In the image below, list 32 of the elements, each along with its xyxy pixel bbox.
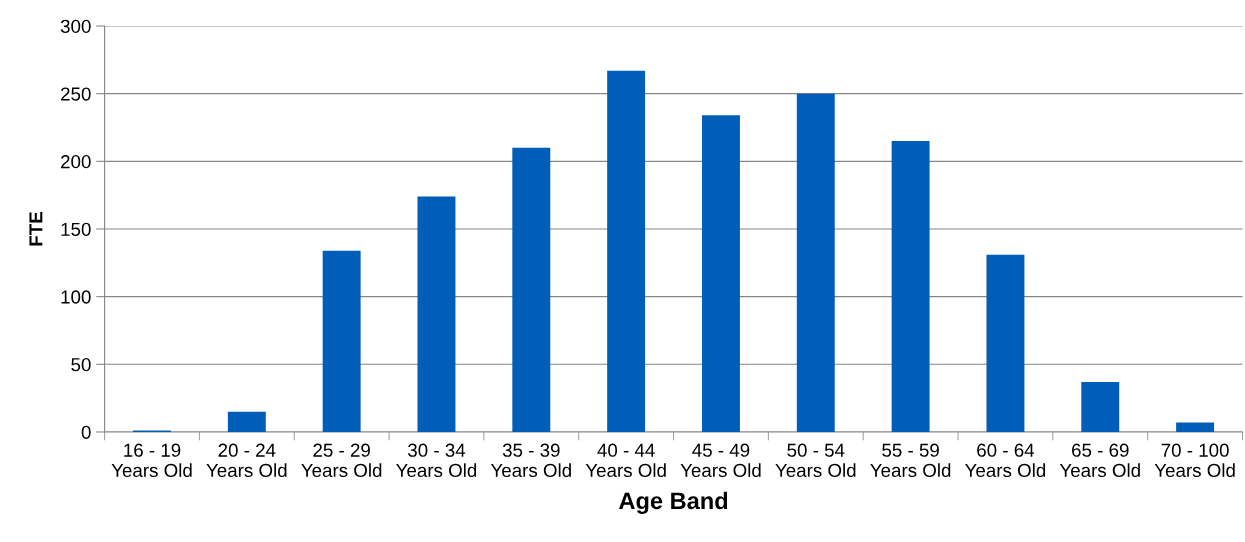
bar bbox=[227, 411, 266, 432]
bar bbox=[796, 93, 835, 432]
y-tick-label: 0 bbox=[81, 425, 91, 439]
x-tick-label: 45 - 49 Years Old bbox=[680, 443, 761, 478]
x-tick-label: 30 - 34 Years Old bbox=[396, 443, 477, 478]
bar bbox=[417, 196, 456, 432]
x-tick-label: 55 - 59 Years Old bbox=[870, 443, 951, 478]
bar bbox=[891, 141, 930, 432]
y-axis-title: FTE bbox=[29, 212, 43, 246]
bar bbox=[607, 70, 646, 432]
bar bbox=[1081, 381, 1120, 432]
bar bbox=[512, 147, 551, 432]
x-tick-label: 70 - 100 Years Old bbox=[1154, 443, 1235, 478]
x-tick-label: 16 - 19 Years Old bbox=[111, 443, 192, 478]
bar bbox=[986, 254, 1025, 432]
x-tick-label: 60 - 64 Years Old bbox=[965, 443, 1046, 478]
bar bbox=[322, 250, 361, 432]
x-tick-label: 50 - 54 Years Old bbox=[775, 443, 856, 478]
y-tick-label: 100 bbox=[61, 290, 91, 304]
x-tick-label: 35 - 39 Years Old bbox=[490, 443, 571, 478]
y-tick-label: 300 bbox=[60, 19, 91, 33]
x-axis-title: Age Band bbox=[619, 491, 728, 514]
y-tick-label: 150 bbox=[61, 222, 91, 236]
x-tick-label: 65 - 69 Years Old bbox=[1059, 443, 1140, 478]
x-tick-label: 20 - 24 Years Old bbox=[206, 443, 287, 478]
x-tick-label: 25 - 29 Years Old bbox=[301, 443, 382, 478]
bar bbox=[1176, 422, 1215, 432]
bar bbox=[701, 115, 740, 432]
y-tick-label: 200 bbox=[61, 155, 91, 169]
x-tick-label: 40 - 44 Years Old bbox=[585, 443, 666, 478]
y-tick-label: 250 bbox=[61, 87, 91, 101]
y-tick-label: 50 bbox=[71, 358, 91, 372]
